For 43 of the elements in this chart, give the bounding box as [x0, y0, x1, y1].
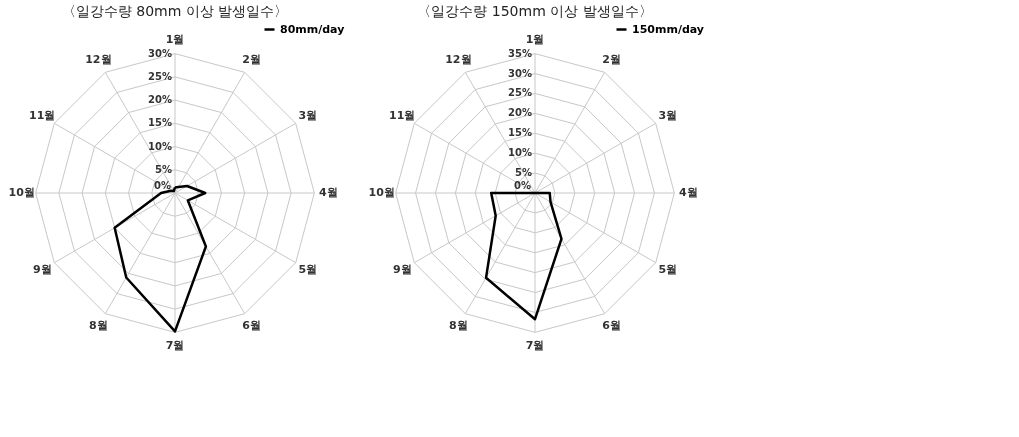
y-tick-label: 0% — [514, 180, 531, 191]
spoke-label: 7월 — [165, 339, 185, 353]
spoke-label: 1월 — [165, 32, 185, 46]
y-tick-label: 15% — [148, 117, 172, 129]
spoke-label: 10월 — [8, 186, 35, 199]
spoke-label: 2월 — [602, 53, 621, 67]
y-tick-label: 10% — [148, 140, 172, 152]
spoke-label: 12월 — [445, 53, 472, 67]
y-tick-label: 5% — [155, 163, 172, 175]
y-tick-label: 25% — [148, 70, 172, 82]
spoke-label: 11월 — [389, 109, 416, 123]
spoke-label: 7월 — [525, 339, 545, 353]
y-tick-label: 10% — [508, 147, 532, 159]
spoke-label: 9월 — [392, 262, 412, 276]
spoke-label: 4월 — [318, 186, 338, 199]
spoke-label: 6월 — [242, 318, 261, 332]
y-tick-label: 15% — [508, 127, 532, 139]
spoke-label: 5월 — [298, 262, 318, 276]
y-tick-label: 30% — [508, 67, 532, 79]
legend-label: 150mm/day — [632, 22, 705, 36]
y-tick-label: 30% — [148, 47, 172, 59]
y-tick-label: 35% — [508, 47, 532, 59]
spoke-label: 2월 — [242, 53, 261, 67]
chart-title: 〈일강수량 150mm 이상 발생일수〉 — [417, 3, 653, 19]
spoke-label: 8월 — [89, 318, 108, 332]
spoke-label: 8월 — [449, 318, 468, 332]
spoke-label: 1월 — [525, 32, 545, 46]
spoke-label: 3월 — [658, 109, 678, 123]
y-tick-label: 0% — [154, 180, 171, 191]
spoke-label: 12월 — [85, 53, 112, 67]
spoke-label: 9월 — [32, 262, 52, 276]
y-tick-label: 20% — [148, 94, 172, 106]
y-tick-label: 25% — [508, 87, 532, 99]
spoke-label: 6월 — [602, 318, 621, 332]
legend-label: 80mm/day — [280, 22, 345, 36]
spoke-label: 11월 — [29, 109, 56, 123]
spoke-label: 10월 — [368, 186, 395, 199]
chart-title: 〈일강수량 80mm 이상 발생일수〉 — [61, 3, 289, 19]
y-tick-label: 5% — [515, 167, 532, 179]
spoke-label: 3월 — [298, 109, 318, 123]
spoke-label: 4월 — [678, 186, 698, 199]
y-tick-label: 20% — [508, 107, 532, 119]
spoke-label: 5월 — [658, 262, 678, 276]
